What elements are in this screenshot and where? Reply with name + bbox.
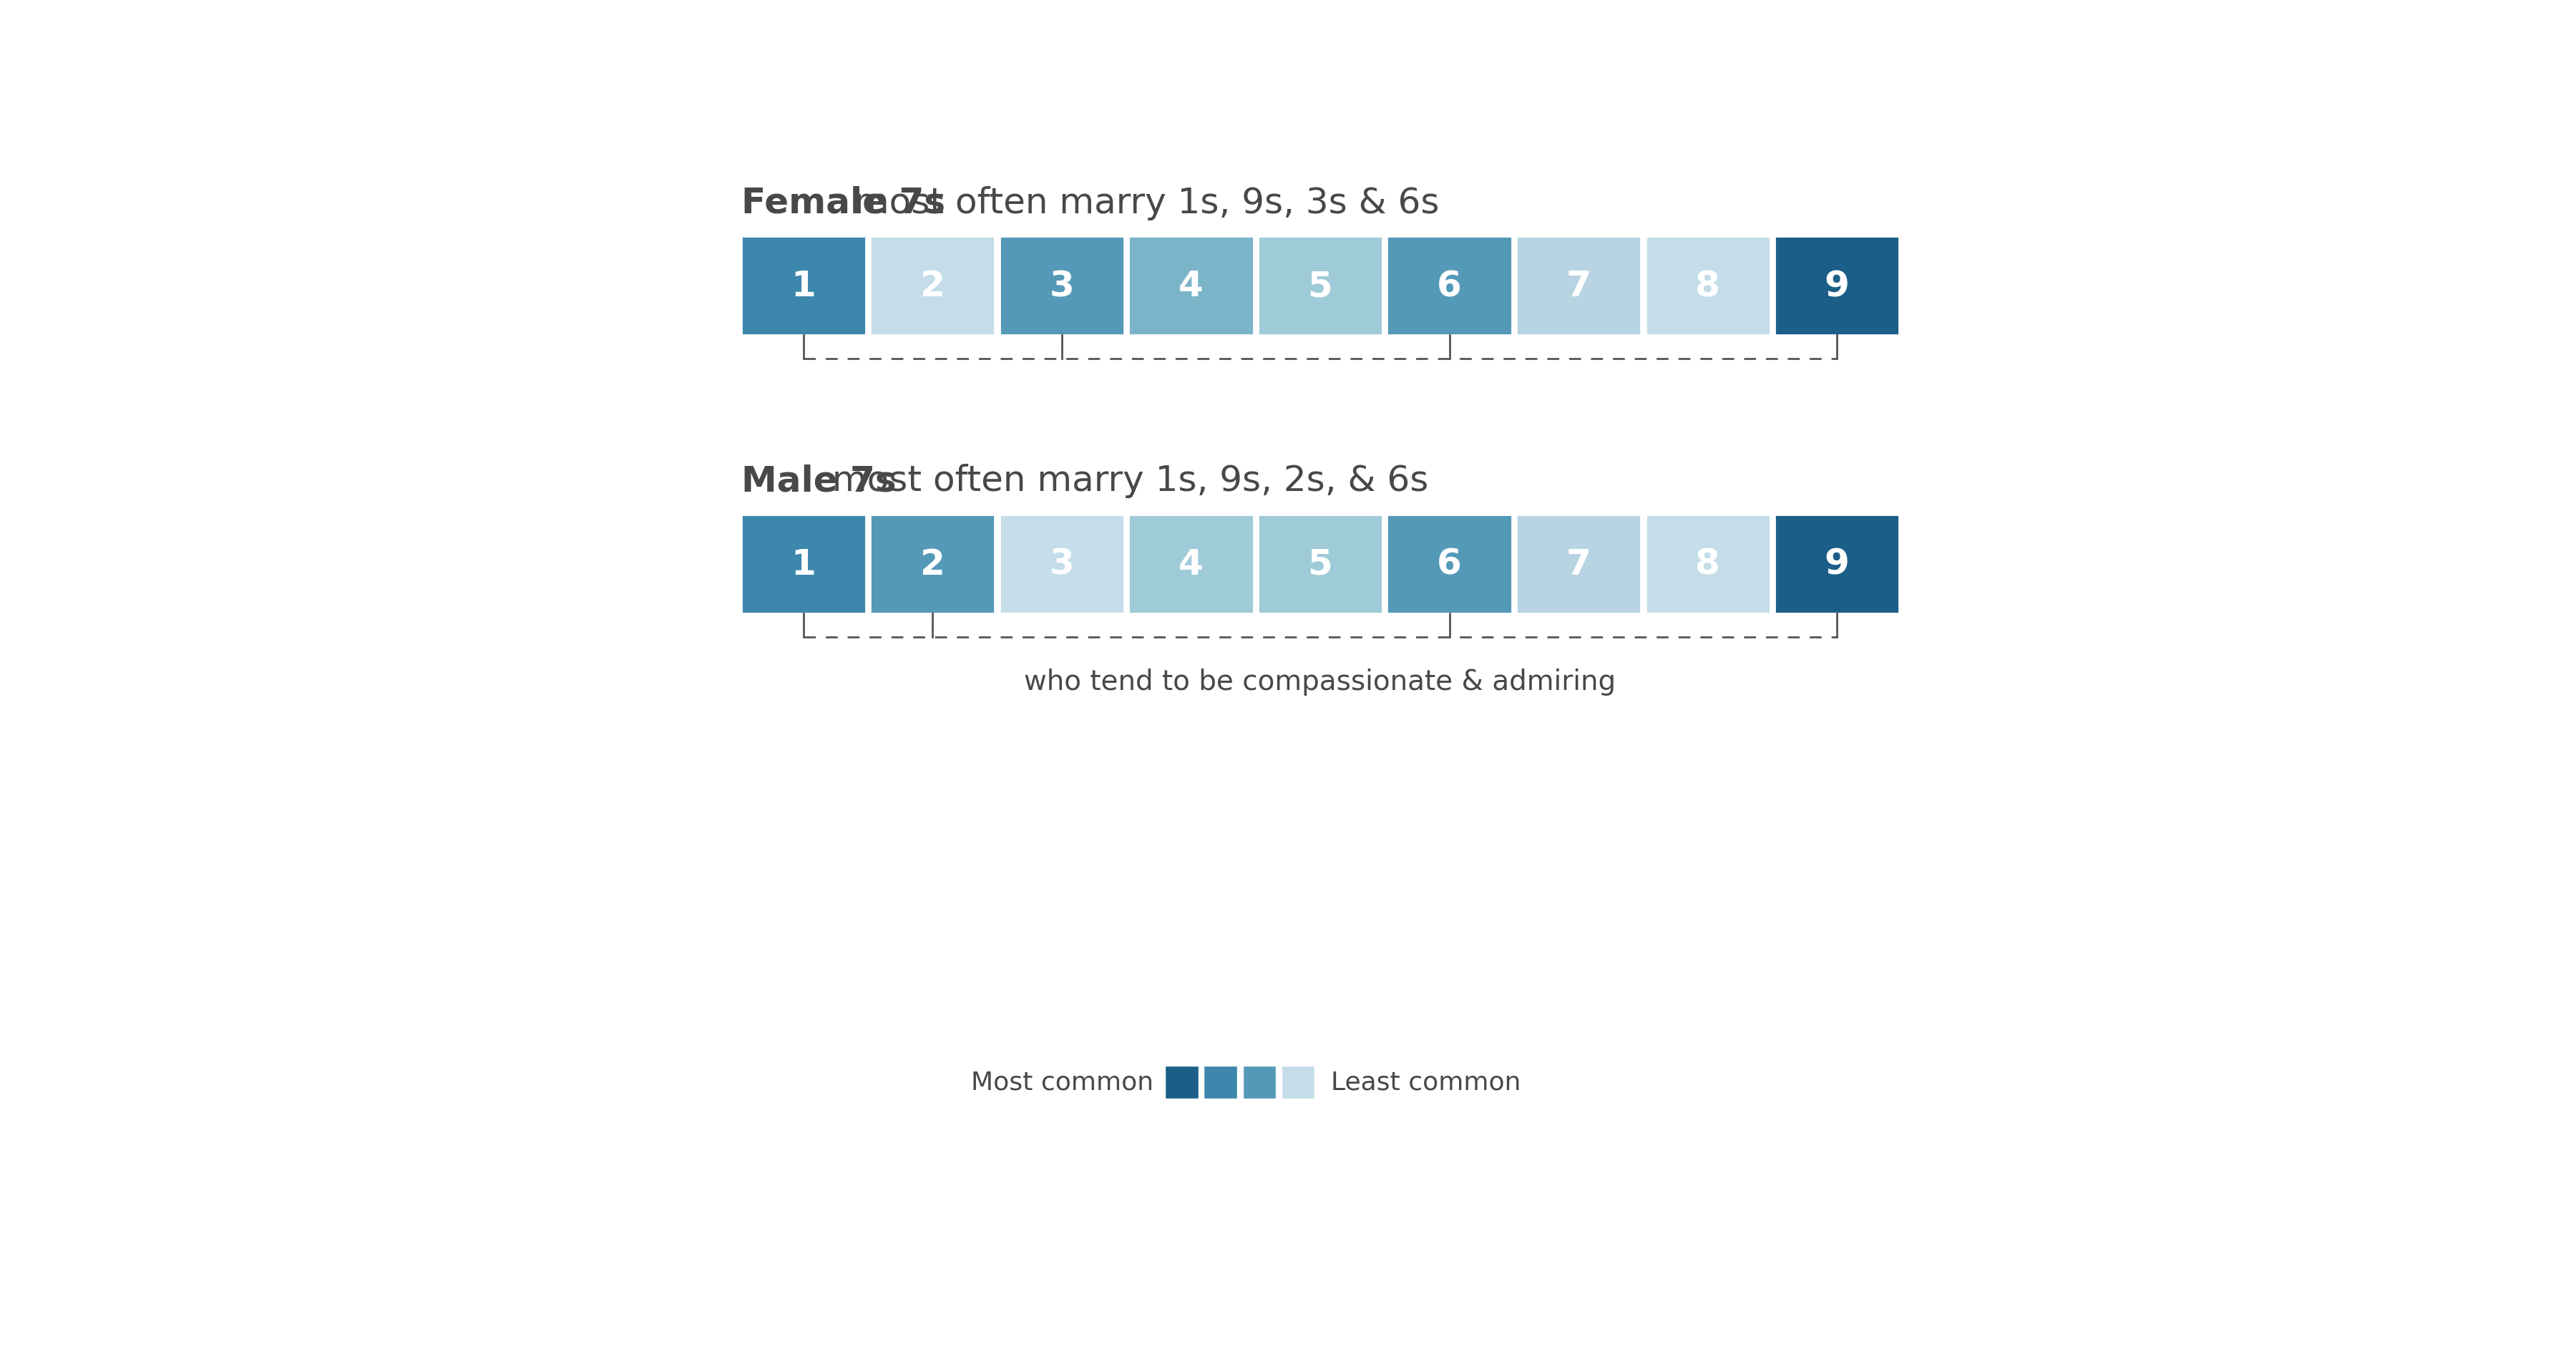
Bar [1775,515,1899,614]
Bar [1386,515,1512,614]
Text: 7: 7 [1566,548,1592,581]
Bar [1257,237,1383,335]
Bar [1775,237,1899,335]
Text: 6: 6 [1437,269,1461,303]
Text: 9: 9 [1824,548,1850,581]
Bar [742,515,866,614]
Text: 9: 9 [1824,269,1850,303]
Text: 1: 1 [791,548,817,581]
Text: 7: 7 [1566,269,1592,303]
Text: 6: 6 [1437,548,1461,581]
Bar [1128,237,1255,335]
Text: 4: 4 [1180,269,1203,303]
Bar [1646,237,1770,335]
Text: 5: 5 [1309,548,1332,581]
Bar [999,237,1123,335]
Bar [1646,515,1770,614]
Text: most often marry 1s, 9s, 3s & 6s: most often marry 1s, 9s, 3s & 6s [842,185,1440,220]
Bar [742,237,866,335]
Text: 3: 3 [1048,269,1074,303]
Bar [1257,515,1383,614]
Text: 1: 1 [791,269,817,303]
Text: 2: 2 [920,548,945,581]
Text: 8: 8 [1695,548,1721,581]
Text: Male 7s: Male 7s [742,464,896,499]
Text: Least common: Least common [1332,1069,1522,1094]
Bar [1517,515,1641,614]
Text: 5: 5 [1309,269,1332,303]
Text: Most common: Most common [971,1069,1154,1094]
Text: who tend to be compassionate & admiring: who tend to be compassionate & admiring [1025,668,1615,695]
Bar [1280,1065,1314,1099]
Bar [999,515,1123,614]
Bar [871,237,994,335]
Text: 3: 3 [1048,548,1074,581]
Text: 8: 8 [1695,269,1721,303]
Bar [1517,237,1641,335]
Bar [1164,1065,1198,1099]
Bar [1386,237,1512,335]
Text: Female 7s: Female 7s [742,185,945,220]
Bar [1203,1065,1236,1099]
Text: most often marry 1s, 9s, 2s, & 6s: most often marry 1s, 9s, 2s, & 6s [822,464,1427,499]
Text: 4: 4 [1180,548,1203,581]
Bar [1242,1065,1275,1099]
Bar [1128,515,1255,614]
Text: 2: 2 [920,269,945,303]
Bar [871,515,994,614]
